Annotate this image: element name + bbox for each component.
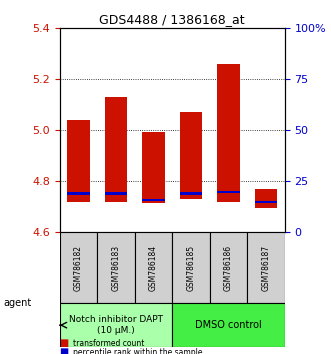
- FancyBboxPatch shape: [172, 303, 285, 347]
- Text: agent: agent: [3, 298, 31, 308]
- Bar: [142, 132, 165, 203]
- Bar: [142, 199, 165, 201]
- Text: GSM786184: GSM786184: [149, 245, 158, 291]
- Bar: [180, 193, 202, 194]
- Bar: [217, 64, 240, 202]
- Text: percentile rank within the sample: percentile rank within the sample: [73, 348, 202, 354]
- Bar: [67, 193, 90, 194]
- FancyBboxPatch shape: [247, 232, 285, 303]
- Bar: [217, 191, 240, 193]
- Bar: [105, 193, 127, 194]
- Text: GSM786187: GSM786187: [261, 245, 270, 291]
- Text: Notch inhibitor DAPT
(10 μM.): Notch inhibitor DAPT (10 μM.): [69, 315, 163, 335]
- FancyBboxPatch shape: [60, 303, 172, 347]
- Text: transformed count: transformed count: [73, 339, 144, 348]
- Text: GSM786182: GSM786182: [74, 245, 83, 291]
- Text: ■: ■: [60, 338, 69, 348]
- Text: GSM786185: GSM786185: [186, 245, 195, 291]
- Bar: [180, 113, 202, 199]
- Bar: [67, 120, 90, 202]
- FancyBboxPatch shape: [210, 232, 247, 303]
- FancyBboxPatch shape: [97, 232, 135, 303]
- FancyBboxPatch shape: [135, 232, 172, 303]
- FancyBboxPatch shape: [60, 232, 97, 303]
- Text: DMSO control: DMSO control: [195, 320, 262, 330]
- Bar: [255, 201, 277, 203]
- Title: GDS4488 / 1386168_at: GDS4488 / 1386168_at: [99, 13, 245, 26]
- Text: GSM786186: GSM786186: [224, 245, 233, 291]
- Bar: [105, 97, 127, 202]
- Text: GSM786183: GSM786183: [111, 245, 120, 291]
- Bar: [255, 189, 277, 208]
- Text: ■: ■: [60, 347, 69, 354]
- FancyBboxPatch shape: [172, 232, 210, 303]
